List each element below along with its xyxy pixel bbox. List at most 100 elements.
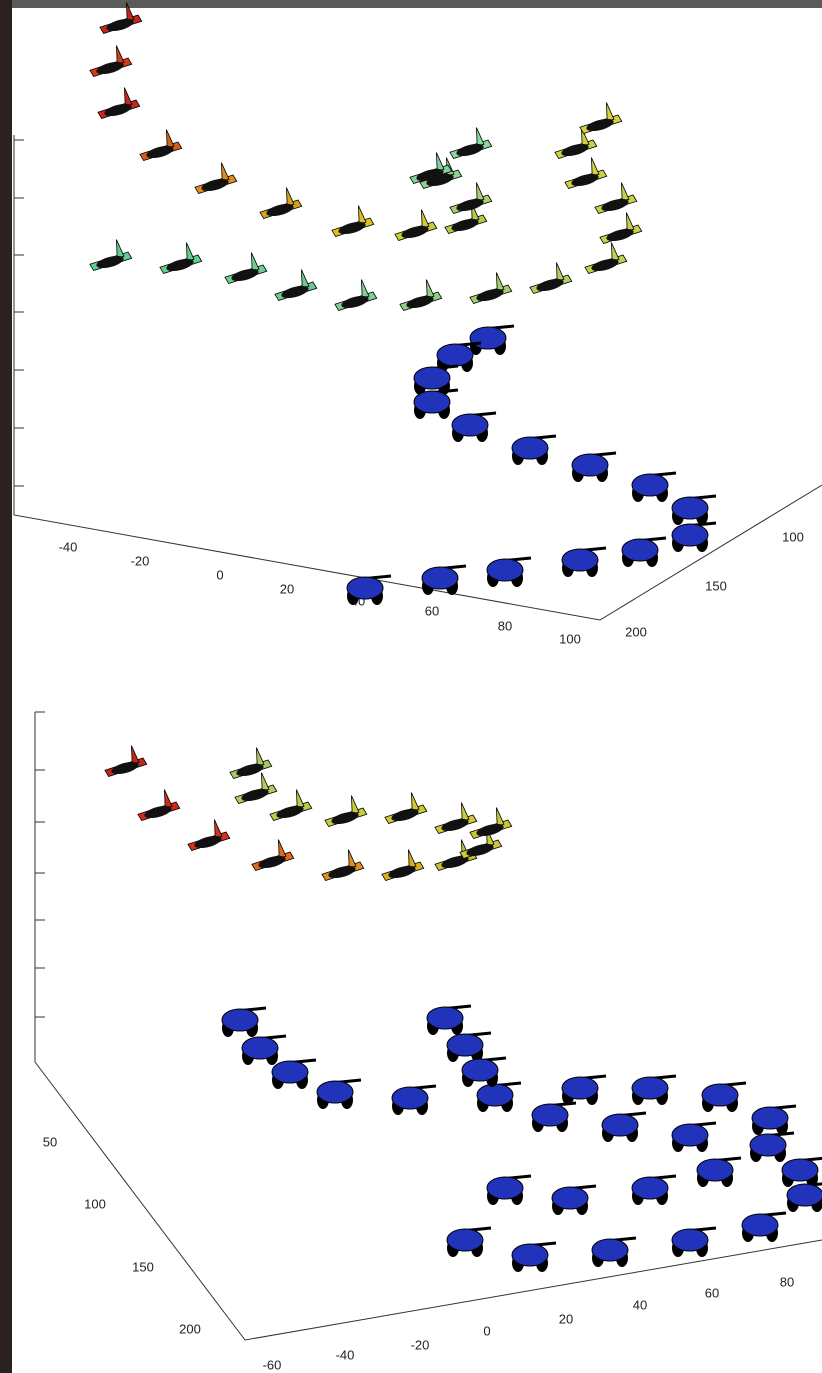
hull [487,1177,523,1199]
airplane [86,237,133,272]
hull [787,1184,822,1206]
screenshot: -40-2002040608010010015020050100150200-6… [0,0,822,1373]
airplane [226,745,273,780]
airplane [136,127,183,162]
airplane [526,260,573,295]
hull [414,367,450,389]
hull [470,327,506,349]
tail [418,209,429,228]
hull [552,1187,588,1209]
hull [532,1104,568,1126]
tick-label: 80 [780,1274,794,1289]
tick-label: 80 [498,618,512,633]
tank [512,436,556,465]
tail [355,205,366,224]
hull [572,454,608,476]
hull [437,344,473,366]
tank [602,1113,646,1142]
airplane [378,847,425,882]
tank [452,413,496,442]
hull [512,1244,548,1266]
hull [672,1229,708,1251]
tick-label: -20 [131,553,150,568]
airplane [446,125,493,160]
top-bar [0,0,822,8]
tick-label: -60 [263,1357,282,1372]
tail [183,242,194,261]
hull [452,414,488,436]
tank [672,1123,716,1152]
tank [487,1176,531,1205]
hull [317,1081,353,1103]
hull [422,567,458,589]
tank [592,1238,636,1267]
airplane [431,800,478,835]
tail [211,819,222,838]
hull [602,1114,638,1136]
tick-label: 60 [705,1285,719,1300]
tank [750,1133,794,1162]
tick-label: 0 [483,1323,490,1338]
tank [702,1083,746,1112]
airplane [381,790,428,825]
tick-label: 0 [216,567,223,582]
tail [588,157,599,176]
airplane [328,203,375,238]
tank [427,1006,471,1035]
hull [672,497,708,519]
tank [347,576,391,605]
tank [572,453,616,482]
tail [608,242,619,261]
hull [672,524,708,546]
tank [632,1076,676,1105]
tank [462,1058,506,1087]
airplane [248,837,295,872]
tick-label: 200 [625,624,647,639]
tank [552,1186,596,1215]
tank [562,1076,606,1105]
airplane [396,277,443,312]
tick-label: 50 [43,1134,57,1149]
tank [470,326,514,355]
tail [473,127,484,146]
tail [603,102,614,121]
hull [487,559,523,581]
hull [632,1177,668,1199]
tank [632,1176,676,1205]
hull [392,1087,428,1109]
airplane [94,85,141,120]
tick-label: 100 [782,529,804,544]
tail [113,45,124,64]
hull [592,1239,628,1261]
tank [697,1158,741,1187]
hull [562,1077,598,1099]
airplane [191,160,238,195]
tank [672,1228,716,1257]
airplane [101,743,148,778]
figure: -40-2002040608010010015020050100150200-6… [0,0,822,1373]
tail [408,792,419,811]
tail [493,272,504,291]
hull [272,1061,308,1083]
tank [672,523,716,552]
tail [423,279,434,298]
airplane [581,240,628,275]
hull [632,474,668,496]
airplane [561,155,608,190]
airplane [221,250,268,285]
tail [218,162,229,181]
tick-label: 20 [559,1311,573,1326]
airplane [184,817,231,852]
airplane [446,180,493,215]
tank [392,1086,436,1115]
airplane [318,847,365,882]
tail [493,807,504,826]
tank [672,496,716,525]
airplane [256,185,303,220]
tail [358,279,369,298]
airplane [156,240,203,275]
hull [462,1059,498,1081]
airplane [271,267,318,302]
tail [433,152,444,171]
tank [447,1033,491,1062]
